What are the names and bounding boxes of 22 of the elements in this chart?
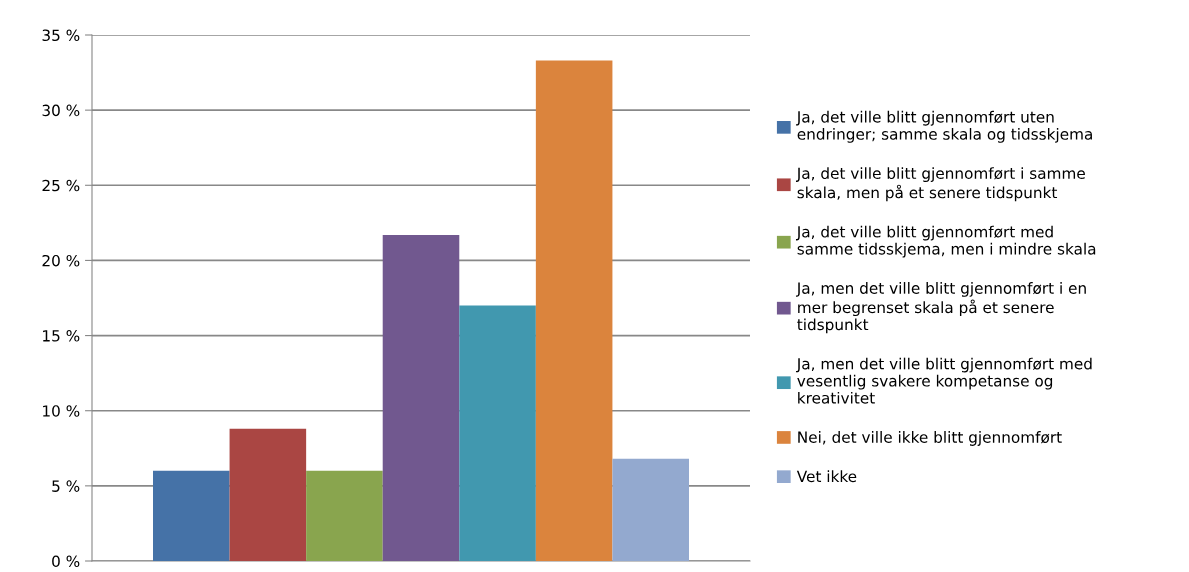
y-tick-label: 25 % — [42, 179, 80, 192]
legend-label: Ja, det ville blitt gjennomført med samme tidsskjema, men i mindre skala — [795, 225, 1096, 258]
legend-label: Vet ikke — [796, 470, 857, 483]
legend-label: Ja, men det ville blitt gjennomført i en mer begrenset skala på et senere tidspunkt — [795, 282, 1086, 334]
bar — [153, 470, 230, 561]
bar — [535, 60, 613, 561]
bar — [459, 305, 536, 561]
legend-label: Ja, men det ville blitt gjennomført med vesentlig svakere kompetanse og kreativitet — [795, 357, 1092, 404]
y-tick-label: 0 % — [52, 555, 80, 568]
bar — [306, 470, 383, 561]
y-tick-label: 30 % — [42, 104, 80, 117]
y-tick-label: 20 % — [42, 254, 80, 267]
y-tick-label: 10 % — [43, 405, 80, 417]
bar — [612, 458, 689, 561]
bar — [382, 234, 460, 561]
legend-label: Ja, det ville blitt gjennomført uten endringer; samme skala og tidsskjema — [795, 110, 1092, 143]
legend-label: Nei, det ville ikke blitt gjennomført — [798, 431, 1062, 446]
y-tick-label: 15 % — [43, 330, 80, 342]
legend-label: Ja, det ville blitt gjennomført i samme skala, men på et senere tidspunkt — [795, 167, 1085, 202]
bar — [229, 428, 307, 561]
y-tick-label: 35 % — [42, 29, 80, 42]
y-tick-label: 5 % — [52, 480, 80, 492]
